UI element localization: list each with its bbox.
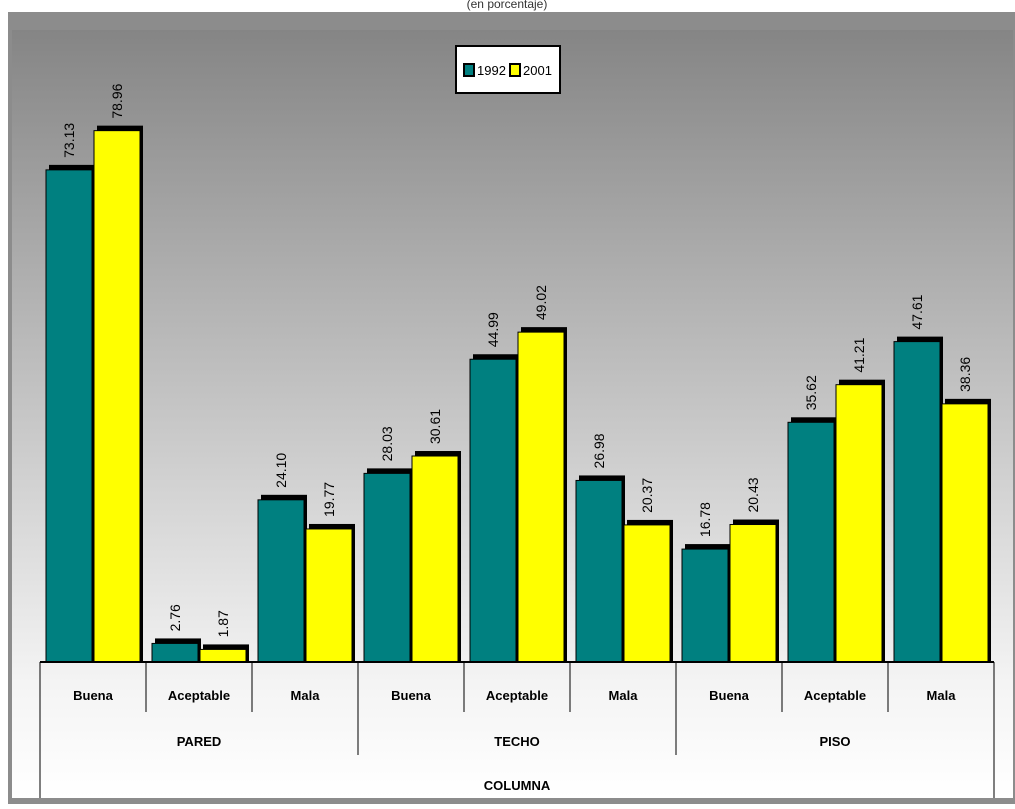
value-label-1992-techo-buena: 28.03 xyxy=(379,426,395,461)
bar-1992-techo-aceptable xyxy=(469,358,517,663)
value-label-1992-piso-aceptable: 35.62 xyxy=(803,375,819,410)
x-tick-label-pared-buena: Buena xyxy=(73,688,114,703)
bar-1992-pared-aceptable xyxy=(151,642,199,663)
x-tick-label-techo-mala: Mala xyxy=(609,688,639,703)
x-tick-label-piso-aceptable: Aceptable xyxy=(804,688,866,703)
legend-swatch-1992 xyxy=(463,63,475,77)
bar-2001-techo-aceptable xyxy=(517,331,565,663)
x-group-label-techo: TECHO xyxy=(494,734,540,749)
value-label-1992-piso-mala: 47.61 xyxy=(909,294,925,329)
value-label-2001-piso-buena: 20.43 xyxy=(745,477,761,512)
value-label-2001-pared-aceptable: 1.87 xyxy=(215,610,231,637)
bar-2001-piso-buena xyxy=(729,524,777,663)
x-tick-label-pared-aceptable: Aceptable xyxy=(168,688,230,703)
value-labels-layer: 73.13 78.96 2.76 1.87 24.10 19.77 28.03 30.61 44… xyxy=(61,83,973,637)
legend-label-2001: 2001 xyxy=(523,63,552,78)
value-label-2001-piso-mala: 38.36 xyxy=(957,357,973,392)
x-tick-label-pared-mala: Mala xyxy=(291,688,321,703)
bar-2001-techo-mala xyxy=(623,524,671,663)
bar-2001-pared-mala xyxy=(305,528,353,663)
bar-2001-pared-aceptable xyxy=(199,648,247,663)
value-label-2001-pared-buena: 78.96 xyxy=(109,83,125,118)
chart-title: (en porcentaje) xyxy=(467,0,548,11)
value-label-1992-pared-aceptable: 2.76 xyxy=(167,604,183,631)
bar-2001-piso-aceptable xyxy=(835,384,883,663)
bar-1992-pared-mala xyxy=(257,499,305,663)
bar-1992-piso-aceptable xyxy=(787,421,835,663)
x-group-label-pared: PARED xyxy=(177,734,222,749)
value-label-1992-techo-mala: 26.98 xyxy=(591,433,607,468)
value-label-1992-piso-buena: 16.78 xyxy=(697,502,713,537)
bar-1992-techo-mala xyxy=(575,479,623,663)
bar-2001-piso-mala xyxy=(941,403,989,663)
value-label-2001-techo-aceptable: 49.02 xyxy=(533,285,549,320)
value-label-2001-techo-buena: 30.61 xyxy=(427,409,443,444)
bar-1992-techo-buena xyxy=(363,472,411,663)
legend-swatch-2001 xyxy=(509,63,521,77)
legend: 1992 2001 xyxy=(455,45,561,94)
x-tick-label-piso-buena: Buena xyxy=(709,688,750,703)
value-label-1992-pared-buena: 73.13 xyxy=(61,123,77,158)
x-axis: Buena Aceptable Mala Buena Aceptable Mala Buen… xyxy=(39,662,995,798)
bar-1992-pared-buena xyxy=(45,169,93,663)
bars-layer xyxy=(45,125,991,663)
bar-2001-techo-buena xyxy=(411,455,459,663)
x-top-level-label: COLUMNA xyxy=(484,778,551,793)
value-label-2001-pared-mala: 19.77 xyxy=(321,482,337,517)
x-group-label-piso: PISO xyxy=(819,734,850,749)
x-tick-label-piso-mala: Mala xyxy=(927,688,957,703)
value-label-2001-piso-aceptable: 41.21 xyxy=(851,337,867,372)
legend-label-1992: 1992 xyxy=(477,63,506,78)
x-tick-label-techo-aceptable: Aceptable xyxy=(486,688,548,703)
value-label-1992-pared-mala: 24.10 xyxy=(273,453,289,488)
bar-1992-piso-buena xyxy=(681,548,729,663)
bar-1992-piso-mala xyxy=(893,341,941,663)
bar-2001-pared-buena xyxy=(93,130,141,663)
value-label-2001-techo-mala: 20.37 xyxy=(639,478,655,513)
x-tick-label-techo-buena: Buena xyxy=(391,688,432,703)
value-label-1992-techo-aceptable: 44.99 xyxy=(485,312,501,347)
